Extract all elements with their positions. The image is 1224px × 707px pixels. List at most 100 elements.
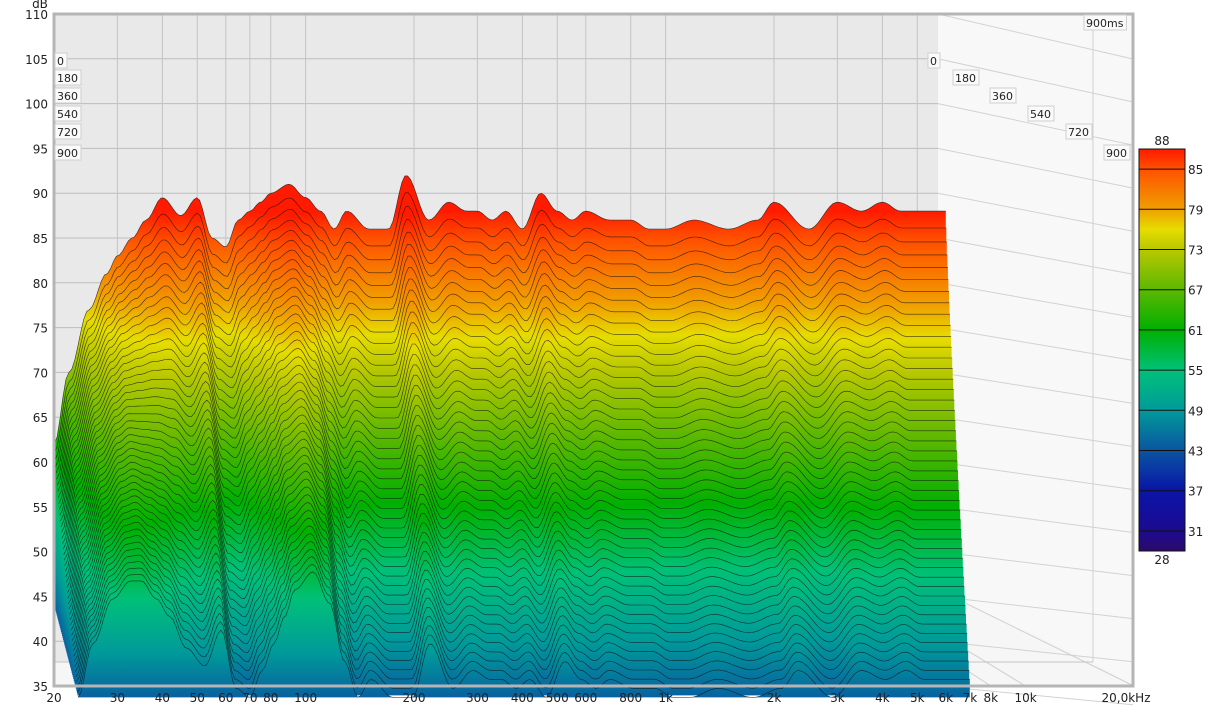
time-label-left-box <box>54 144 82 161</box>
slice-outline <box>57 259 950 492</box>
slice-outline <box>59 295 952 516</box>
grid-line-side <box>937 13 1134 60</box>
x-tick-label: 80 <box>263 691 278 705</box>
grid-line-side <box>937 371 1134 404</box>
x-tick-label: 6k <box>938 691 953 705</box>
x-tick-label: 800 <box>619 691 642 705</box>
time-label-right-box <box>952 69 980 86</box>
colorbar-tick-label: 55 <box>1188 364 1203 378</box>
time-label-left-box <box>54 87 82 104</box>
grid-line-side <box>937 506 1134 534</box>
slice-outline <box>59 286 952 510</box>
time-label-left-box <box>54 105 82 122</box>
time-label-left-box <box>54 69 82 86</box>
slice-outline <box>55 219 948 467</box>
slice-outline <box>58 268 950 498</box>
time-label-right: 0 <box>930 55 937 68</box>
slice-outline <box>58 277 951 504</box>
slice-outline <box>71 478 964 636</box>
x-tick-label: 400 <box>511 691 534 705</box>
time-label-left: 900 <box>57 147 78 160</box>
slice-outline <box>77 563 970 693</box>
slice-outline <box>56 249 949 486</box>
slice-outline <box>68 430 961 604</box>
slice-outline <box>54 206 947 460</box>
grid-line-side <box>937 282 1134 318</box>
time-label-right-box <box>1065 123 1093 140</box>
x-tick-label: 100 <box>294 691 317 705</box>
slice-outline <box>60 313 953 527</box>
x-tick-label: 10k <box>1015 691 1037 705</box>
colorbar-tick-label: 85 <box>1188 163 1203 177</box>
y-tick-label: 85 <box>33 232 48 246</box>
time-label-right-box <box>927 52 941 69</box>
grid-line-side <box>937 103 1134 146</box>
x-tick-label: 300 <box>466 691 489 705</box>
slice-outline <box>62 347 955 550</box>
slice-outline <box>75 533 968 672</box>
y-tick-label: 75 <box>33 322 48 336</box>
time-label-left-box <box>54 52 68 69</box>
time-label-right-box <box>1027 105 1055 122</box>
colorbar-tick-label: 43 <box>1188 445 1203 459</box>
grid-line-side <box>937 461 1134 490</box>
y-tick-label: 110 <box>25 8 48 22</box>
slice-outline <box>70 462 963 626</box>
slice-outline <box>62 339 955 544</box>
slice-outline <box>63 364 956 561</box>
x-tick-label: 20 <box>46 691 61 705</box>
x-tick-label: 8k <box>983 691 998 705</box>
waterfall-slice <box>78 571 970 698</box>
time-label-left: 180 <box>57 72 78 85</box>
time-end-label-box <box>1083 14 1127 31</box>
time-label-left: 720 <box>57 126 78 139</box>
slice-outline <box>69 446 962 615</box>
y-tick-label: 105 <box>25 53 48 67</box>
colorbar-tick-label: 79 <box>1188 203 1203 217</box>
y-tick-label: 45 <box>33 590 48 604</box>
slice-outline <box>61 322 954 533</box>
y-tick-label: 35 <box>33 680 48 694</box>
time-label-right: 540 <box>1030 108 1051 121</box>
y-tick-label: 100 <box>25 98 48 112</box>
slice-outline <box>53 175 946 445</box>
x-tick-label: 500 <box>546 691 569 705</box>
colorbar-tick-label: 31 <box>1188 525 1203 539</box>
slice-outline <box>55 229 948 474</box>
grid-line-side <box>937 192 1134 232</box>
grid-line-side <box>937 237 1134 275</box>
slice-outline <box>71 486 964 641</box>
y-tick-label: 95 <box>33 142 48 156</box>
x-tick-label: 1k <box>658 691 673 705</box>
time-label-left: 360 <box>57 90 78 103</box>
x-tick-label: 200 <box>403 691 426 705</box>
slice-outline <box>61 330 954 539</box>
slice-outline <box>64 373 957 567</box>
y-tick-label: 65 <box>33 411 48 425</box>
x-tick-label: 50 <box>190 691 205 705</box>
side-wall <box>938 14 1133 686</box>
x-tick-label: 20,0kHz <box>1102 691 1151 705</box>
x-tick-label: 70 <box>242 691 257 705</box>
time-label-right-box <box>989 87 1017 104</box>
slice-outline <box>72 502 965 652</box>
slice-outline <box>65 389 958 577</box>
x-tick-label: 2k <box>767 691 782 705</box>
slice-outline <box>67 414 960 594</box>
colorbar-tick-label: 37 <box>1188 485 1203 499</box>
x-tick-label: 600 <box>574 691 597 705</box>
time-label-right: 360 <box>992 90 1013 103</box>
floor-line <box>938 589 1135 687</box>
slice-outline <box>66 398 958 583</box>
time-end-label: 900ms <box>1086 17 1124 30</box>
time-label-left-box <box>54 123 82 140</box>
y-tick-label: 70 <box>33 366 48 380</box>
slice-outline <box>68 438 961 610</box>
slice-outline <box>72 494 965 647</box>
y-tick-label: 80 <box>33 277 48 291</box>
x-tick-label: 5k <box>910 691 925 705</box>
time-label-right: 180 <box>955 72 976 85</box>
y-axis-unit: dB <box>32 0 48 11</box>
slice-outline <box>69 454 962 620</box>
colorbar-max-label: 88 <box>1154 134 1169 148</box>
